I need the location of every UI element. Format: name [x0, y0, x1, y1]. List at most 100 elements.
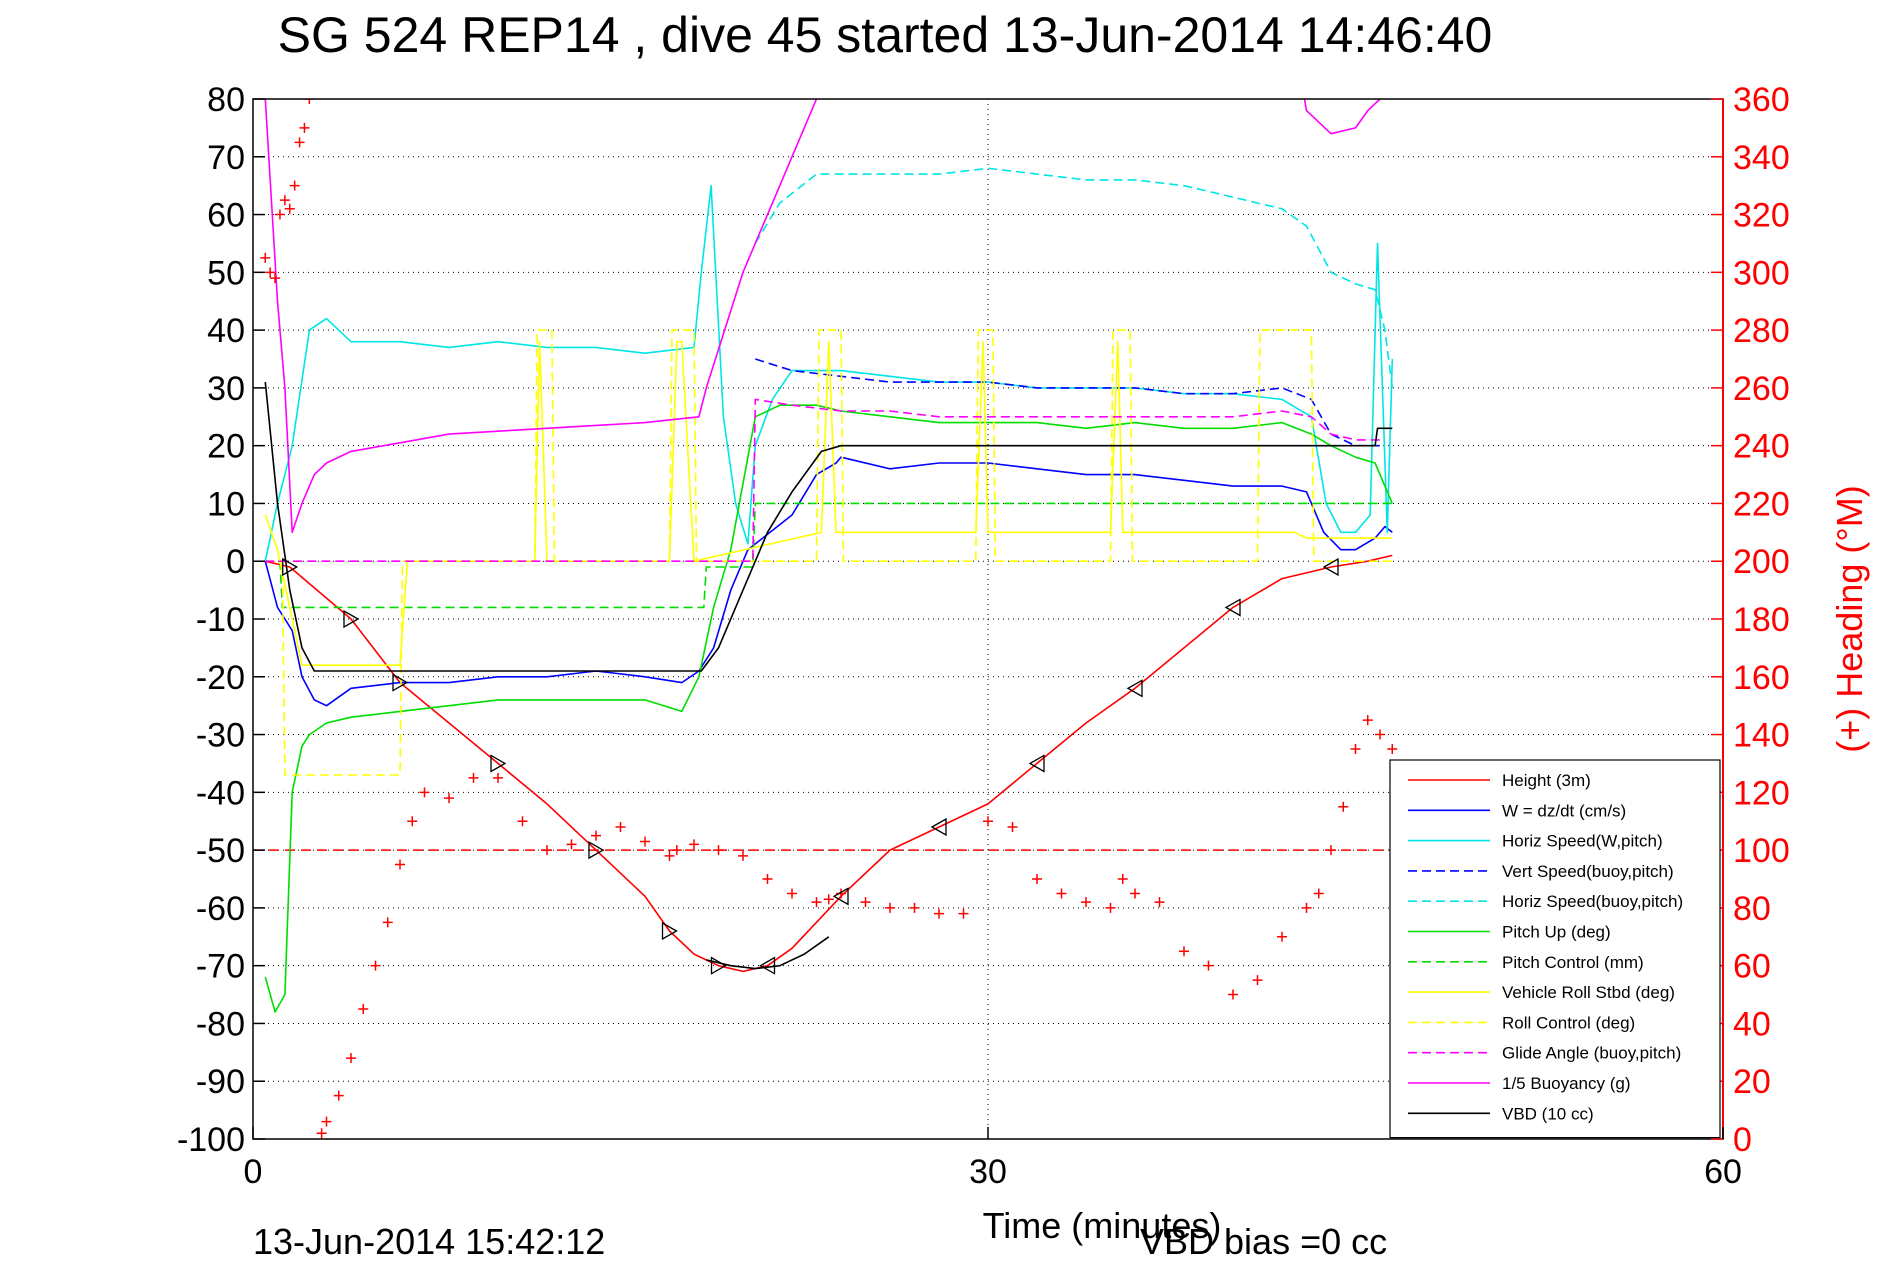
height-triangle-marker [1224, 598, 1241, 617]
heading-point [1387, 744, 1398, 754]
series-line-9 [265, 329, 1393, 776]
right-tick-label: 0 [1733, 1121, 1752, 1159]
series-line-11 [264, 99, 1381, 534]
y-tick-label: 40 [207, 312, 245, 350]
right-tick-label: 220 [1733, 485, 1790, 523]
heading-point [591, 830, 601, 841]
legend: Height (3m) W = dz/dt (cm/s) Horiz Speed(W… [1389, 759, 1721, 1139]
y-tick-label: -10 [196, 601, 245, 639]
series-line-2 [264, 456, 1393, 707]
x-axis-title: Time (minutes) [983, 1205, 1222, 1246]
heading-point [1179, 946, 1189, 957]
series-heading-markers [260, 99, 1398, 1139]
right-tick-label: 140 [1733, 717, 1790, 755]
right-tick-label: 80 [1733, 890, 1771, 928]
heading-point [713, 845, 724, 856]
series-line-1 [706, 936, 830, 970]
series-line-4 [755, 358, 1380, 447]
series-line-12 [264, 382, 1393, 672]
y-tick-label: 0 [226, 543, 245, 581]
height-triangle-marker [930, 817, 947, 837]
y-tick-label: -30 [196, 717, 245, 755]
heading-point [382, 917, 393, 928]
heading-point [1301, 902, 1312, 913]
heading-point [419, 787, 430, 798]
heading-point [1105, 902, 1116, 913]
height-triangle-marker [490, 754, 507, 773]
heading-point [566, 839, 577, 850]
height-triangle-marker [1322, 557, 1339, 577]
heading-point [493, 772, 503, 783]
heading-point [304, 99, 315, 104]
heading-point [260, 252, 271, 263]
right-tick-label: 300 [1733, 254, 1790, 292]
height-triangle-marker [1028, 754, 1045, 773]
heading-point [294, 137, 305, 148]
right-tick-label: 20 [1733, 1063, 1771, 1101]
footer-timestamp: 13-Jun-2014 15:42:12 [253, 1221, 605, 1262]
legend-entry: W = dz/dt (cm/s) [1502, 801, 1626, 820]
heading-point [444, 793, 454, 804]
legend-box [1389, 759, 1721, 1139]
heading-point [1375, 729, 1385, 740]
right-tick-label: 40 [1733, 1005, 1771, 1043]
heading-point [1032, 874, 1042, 884]
height-triangle-marker [832, 887, 849, 906]
legend-entry: Pitch Up (deg) [1502, 923, 1611, 942]
y-tick-label: 50 [207, 254, 245, 292]
heading-point [671, 845, 682, 856]
heading-point [836, 888, 846, 899]
heading-point [1277, 931, 1287, 942]
plot-area [253, 99, 1723, 1139]
legend-entry: Vehicle Roll Stbd (deg) [1502, 983, 1675, 1002]
heading-point [762, 874, 773, 884]
heading-point [787, 888, 797, 899]
heading-point [542, 845, 552, 856]
legend-entry: Pitch Control (mm) [1502, 953, 1644, 972]
heading-point [738, 850, 748, 861]
right-tick-label: 340 [1733, 139, 1790, 177]
right-tick-label: 60 [1733, 948, 1771, 986]
footer-vbd-bias: VBD bias =0 cc [1140, 1221, 1387, 1262]
heading-point [615, 822, 626, 832]
legend-entry: Horiz Speed(buoy,pitch) [1502, 892, 1683, 911]
y-tick-label: 20 [207, 428, 245, 466]
heading-point [823, 894, 834, 905]
y-tick-label: 10 [207, 485, 245, 523]
right-tick-label: 360 [1733, 81, 1790, 119]
heading-point [289, 180, 300, 191]
right-tick-label: 180 [1733, 601, 1790, 639]
right-tick-label: 280 [1733, 312, 1790, 350]
height-triangle-marker [343, 609, 360, 629]
y-tick-label: -50 [196, 832, 245, 870]
heading-point [1154, 897, 1165, 908]
heading-point [1338, 801, 1349, 812]
y-tick-label: -100 [177, 1121, 245, 1159]
right-axis-title: (+) Heading (°M) [1829, 485, 1870, 752]
x-tick-label: 30 [969, 1153, 1007, 1191]
heading-point [1350, 744, 1361, 754]
heading-point [517, 816, 528, 827]
height-triangle-marker [1126, 679, 1143, 698]
heading-point [274, 209, 285, 220]
height-triangle-marker [392, 673, 409, 692]
heading-point [1203, 960, 1214, 971]
series-line-5 [754, 167, 1394, 389]
heading-point [909, 902, 920, 913]
height-triangle-marker [759, 956, 776, 975]
heading-point [1362, 715, 1373, 726]
heading-point [1252, 975, 1263, 986]
legend-entry: VBD (10 cc) [1502, 1104, 1594, 1123]
heading-point [640, 836, 650, 847]
legend-entry: Horiz Speed(W,pitch) [1502, 832, 1663, 851]
heading-point [333, 1090, 344, 1101]
heading-point [1007, 822, 1018, 832]
x-tick-label: 60 [1704, 1153, 1742, 1191]
axes: 80706050403020100-10-20-30-40-50-60-70-8… [177, 81, 1790, 1191]
heading-point [395, 859, 405, 870]
series-line-7 [265, 502, 1393, 609]
y-tick-label: -90 [196, 1063, 245, 1101]
heading-point [265, 267, 276, 278]
heading-point [689, 839, 699, 850]
